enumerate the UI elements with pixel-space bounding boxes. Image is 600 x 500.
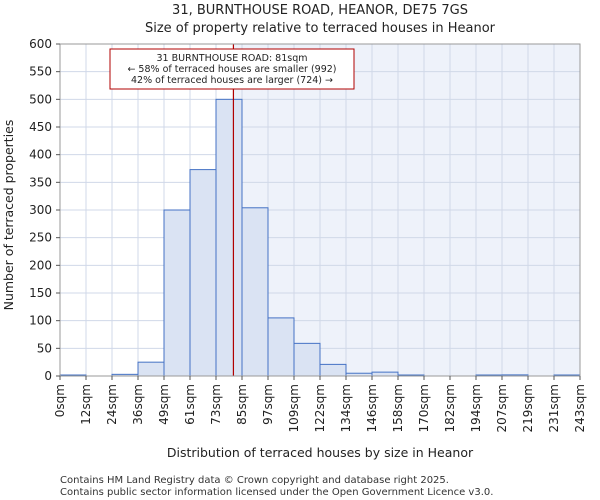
bar-97sqm (267, 317, 295, 377)
y-tick-label: 100 (29, 314, 52, 328)
bar-61sqm (189, 169, 217, 377)
y-tick-label: 200 (29, 258, 52, 272)
y-tick-label: 550 (29, 65, 52, 79)
chart-subtitle: Size of property relative to terraced ho… (145, 21, 496, 36)
x-tick-label-24sqm: 24sqm (105, 384, 119, 425)
footer-line-1: Contains HM Land Registry data © Crown c… (60, 475, 449, 486)
y-axis-label: Number of terraced properties (1, 120, 16, 311)
x-tick-label-97sqm: 97sqm (261, 384, 275, 425)
x-tick-label-219sqm: 219sqm (521, 384, 535, 432)
y-tick-label: 400 (29, 148, 52, 162)
x-tick-label-134sqm: 134sqm (339, 384, 353, 432)
x-tick-label-0sqm: 0sqm (53, 384, 67, 417)
y-tick-label: 300 (29, 203, 52, 217)
x-tick-label-49sqm: 49sqm (157, 384, 171, 425)
y-tick-label: 0 (44, 369, 52, 383)
chart-title: 31, BURNTHOUSE ROAD, HEANOR, DE75 7GS (172, 3, 468, 18)
x-tick-labels: 0sqm 12sqm 24sqm 36sqm 49sqm 61sqm 73sqm 85sqm 9… (53, 376, 587, 432)
x-tick-label-243sqm: 243sqm (573, 384, 587, 432)
bar-122sqm (319, 363, 347, 377)
y-tick-label: 250 (29, 231, 52, 245)
bar-36sqm (137, 361, 165, 377)
x-tick-label-122sqm: 122sqm (313, 384, 327, 432)
bar-49sqm (163, 209, 191, 377)
x-tick-label-12sqm: 12sqm (79, 384, 93, 425)
x-tick-label-231sqm: 231sqm (547, 384, 561, 432)
footer-line-2: Contains public sector information licen… (60, 487, 493, 498)
x-tick-label-73sqm: 73sqm (209, 384, 223, 425)
annotation-line-1: 31 BURNTHOUSE ROAD: 81sqm (157, 53, 308, 64)
y-tick-labels: 0 50 100 150 200 250 300 350 400 450 500 550 600 (29, 37, 60, 383)
x-tick-label-109sqm: 109sqm (287, 384, 301, 432)
bar-146sqm (371, 371, 399, 377)
x-tick-label-182sqm: 182sqm (443, 384, 457, 432)
x-tick-label-36sqm: 36sqm (131, 384, 145, 425)
x-axis-label: Distribution of terraced houses by size … (167, 445, 474, 460)
y-tick-label: 350 (29, 175, 52, 189)
annotation-border (109, 48, 355, 90)
y-tick-label: 150 (29, 286, 52, 300)
x-tick-label-61sqm: 61sqm (183, 384, 197, 425)
y-tick-label: 600 (29, 37, 52, 51)
x-tick-label-207sqm: 207sqm (495, 384, 509, 432)
y-tick-label: 50 (37, 341, 52, 355)
y-tick-label: 500 (29, 92, 52, 106)
annotation-line-2: ← 58% of terraced houses are smaller (99… (127, 64, 336, 75)
bar-73sqm (215, 98, 243, 377)
bar-85sqm (241, 207, 269, 377)
x-tick-label-158sqm: 158sqm (391, 384, 405, 432)
annotation-box: 31 BURNTHOUSE ROAD: 81sqm ← 58% of terra… (109, 48, 355, 90)
x-tick-label-170sqm: 170sqm (417, 384, 431, 432)
grid-lines (59, 43, 581, 377)
bar-109sqm (293, 342, 321, 377)
x-tick-label-146sqm: 146sqm (365, 384, 379, 432)
y-tick-label: 450 (29, 120, 52, 134)
x-tick-label-85sqm: 85sqm (235, 384, 249, 425)
annotation-line-3: 42% of terraced houses are larger (724) … (131, 75, 333, 86)
x-tick-label-194sqm: 194sqm (469, 384, 483, 432)
